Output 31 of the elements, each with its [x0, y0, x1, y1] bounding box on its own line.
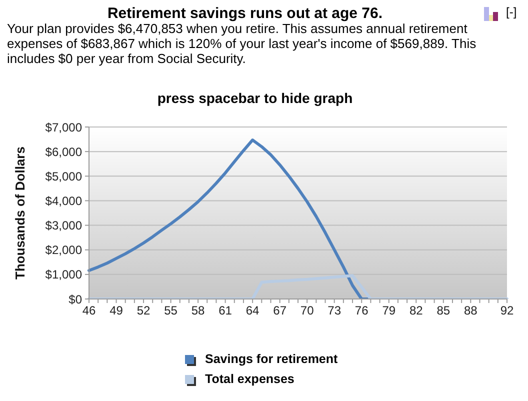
- x-tick-label: 67: [273, 304, 287, 318]
- y-tick-label: $3,000: [45, 218, 82, 233]
- y-tick-label: $7,000: [45, 120, 82, 134]
- y-tick-label: $1,000: [45, 268, 82, 282]
- x-tick-label: 70: [300, 304, 314, 318]
- x-tick-label: 73: [328, 304, 342, 318]
- x-tick-label: 46: [82, 304, 96, 318]
- chart-subtitle: Your plan provides $6,470,853 when you retire. This assumes annual retirement expenses of $683,867 which is 120% of your last year's income of $569,889. This includes $0 per year from Social Security.: [7, 21, 478, 66]
- x-tick-label: 55: [164, 304, 178, 318]
- y-tick-label: $6,000: [45, 144, 82, 159]
- y-tick-label: $5,000: [45, 169, 82, 184]
- x-tick-label: 58: [191, 304, 206, 318]
- text: press spacebar to hide graph: [156, 90, 354, 106]
- x-tick-label: 79: [382, 304, 396, 318]
- x-tick-label: 61: [218, 304, 232, 318]
- y-tick-label: $2,000: [45, 243, 82, 258]
- x-tick-label: 85: [436, 304, 450, 318]
- y-axis-title: Thousands of Dollars: [12, 146, 28, 280]
- x-tick-label: 64: [246, 304, 260, 318]
- x-tick-label: 88: [464, 304, 478, 318]
- x-tick-label: 52: [136, 304, 151, 318]
- legend-label: Total expenses: [205, 372, 294, 386]
- legend-label: Savings for retirement: [205, 352, 338, 366]
- x-tick-label: 49: [110, 304, 124, 318]
- chart-title: Retirement savings runs out at age 76.: [106, 5, 384, 23]
- x-tick-label: 92: [500, 304, 514, 318]
- x-tick-label: 76: [354, 304, 369, 318]
- y-tick-label: $4,000: [45, 194, 82, 208]
- y-tick-label: $0: [68, 292, 82, 306]
- x-tick-label: 82: [409, 304, 424, 318]
- text: [-]: [506, 5, 517, 19]
